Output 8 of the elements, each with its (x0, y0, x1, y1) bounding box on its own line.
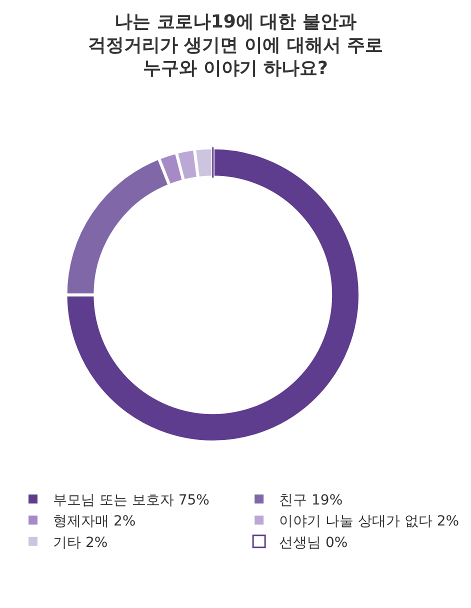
legend-label: 부모님 또는 보호자 75% (53, 492, 210, 508)
chart-title: 나는 코로나19에 대한 불안과 걱정거리가 생기면 이에 대해서 주로 누구와 이야기 하나요? (88, 11, 384, 80)
legend-label: 형제자매 2% (53, 514, 136, 530)
legend-label: 친구 19% (279, 492, 343, 508)
legend-label: 기타 2% (53, 534, 108, 551)
legend-label: 이야기 나눌 상대가 없다 2% (279, 514, 460, 530)
donut-slice (64, 146, 362, 444)
legend-label: 선생님 0% (279, 534, 348, 551)
